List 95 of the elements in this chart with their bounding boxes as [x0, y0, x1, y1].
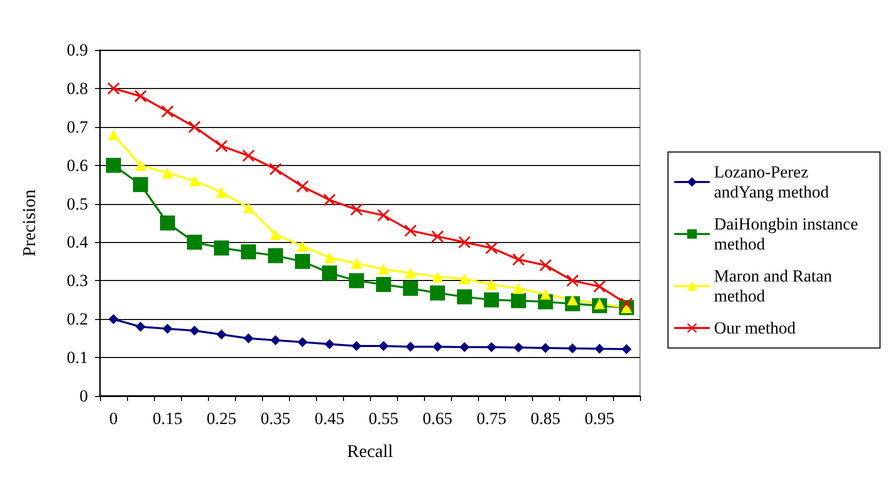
x-axis-title: Recall [347, 441, 393, 461]
point [244, 333, 254, 344]
point [134, 90, 146, 102]
point [108, 314, 118, 324]
point [459, 273, 470, 284]
point [324, 194, 336, 206]
point [486, 279, 497, 290]
point [568, 343, 578, 354]
y-axis-title: Precision [19, 190, 39, 256]
point [566, 274, 578, 287]
point [457, 289, 472, 304]
point [432, 342, 442, 352]
y-tick-label: 0.5 [66, 194, 88, 214]
point [187, 234, 202, 250]
x-tick-label: 0.45 [314, 409, 344, 428]
point [378, 341, 388, 352]
y-tick-label: 0.1 [66, 348, 88, 368]
x-tick-label: 0.95 [584, 409, 614, 428]
point [594, 344, 604, 354]
point [270, 163, 282, 176]
point [216, 140, 228, 152]
point [378, 264, 389, 275]
y-tick-label: 0.6 [66, 156, 88, 175]
point [513, 282, 524, 294]
point [349, 273, 364, 288]
x-tick-label: 0.55 [368, 409, 398, 428]
y-tick-label: 0 [80, 386, 88, 406]
point [484, 292, 499, 308]
point [189, 175, 200, 186]
point [403, 280, 418, 296]
point [540, 342, 550, 353]
x-tick-label: 0.35 [260, 409, 290, 428]
point [514, 342, 524, 353]
x-tick-label: 0.25 [206, 409, 236, 428]
y-tick-label: 0.9 [66, 40, 88, 60]
point [243, 202, 254, 214]
point [298, 337, 308, 348]
point [405, 267, 416, 278]
point [512, 254, 524, 266]
point [241, 244, 256, 260]
point [324, 252, 335, 264]
x-tick-label: 0 [109, 409, 118, 428]
point [268, 248, 283, 264]
point [594, 280, 606, 292]
x-tick-label: 0.15 [152, 409, 182, 428]
point [188, 120, 200, 133]
legend-label: Lozano-Perez andYang method [714, 162, 830, 202]
point [376, 277, 391, 292]
point [296, 180, 308, 192]
point [322, 265, 337, 280]
legend-label: DaiHongbin instance method [714, 214, 862, 254]
point [133, 177, 148, 192]
y-tick-label: 0.2 [66, 310, 88, 329]
point [406, 342, 416, 352]
point [350, 204, 362, 216]
point [106, 158, 121, 173]
point [162, 106, 174, 118]
point [295, 254, 310, 269]
point [270, 335, 280, 346]
point [351, 258, 362, 269]
point [108, 82, 120, 94]
point [160, 216, 175, 230]
y-tick-label: 0.7 [66, 117, 88, 136]
point [162, 324, 172, 334]
point [432, 271, 443, 282]
point [540, 288, 551, 300]
point [432, 230, 444, 242]
point [270, 229, 281, 240]
point [214, 240, 229, 256]
point [486, 342, 496, 352]
legend-label: Maron and Ratan method [714, 266, 836, 306]
point [216, 329, 226, 340]
point [378, 209, 390, 222]
y-tick-label: 0.3 [66, 271, 88, 290]
point [430, 285, 445, 300]
point [297, 240, 308, 252]
point [404, 224, 416, 237]
point [460, 342, 470, 352]
x-tick-label: 0.75 [476, 409, 506, 428]
point [622, 344, 632, 354]
point [136, 322, 146, 332]
x-tick-label: 0.65 [422, 409, 452, 428]
point [486, 242, 498, 254]
point [108, 129, 119, 140]
point [190, 326, 200, 336]
point [352, 341, 362, 352]
y-tick-label: 0.8 [66, 78, 88, 98]
legend-label: Our method [714, 318, 796, 338]
y-tick-label: 0.4 [66, 232, 88, 252]
point [324, 339, 334, 350]
point [135, 160, 146, 171]
point [511, 293, 526, 308]
point [162, 168, 173, 179]
point [216, 186, 227, 198]
x-tick-label: 0.85 [530, 409, 560, 428]
